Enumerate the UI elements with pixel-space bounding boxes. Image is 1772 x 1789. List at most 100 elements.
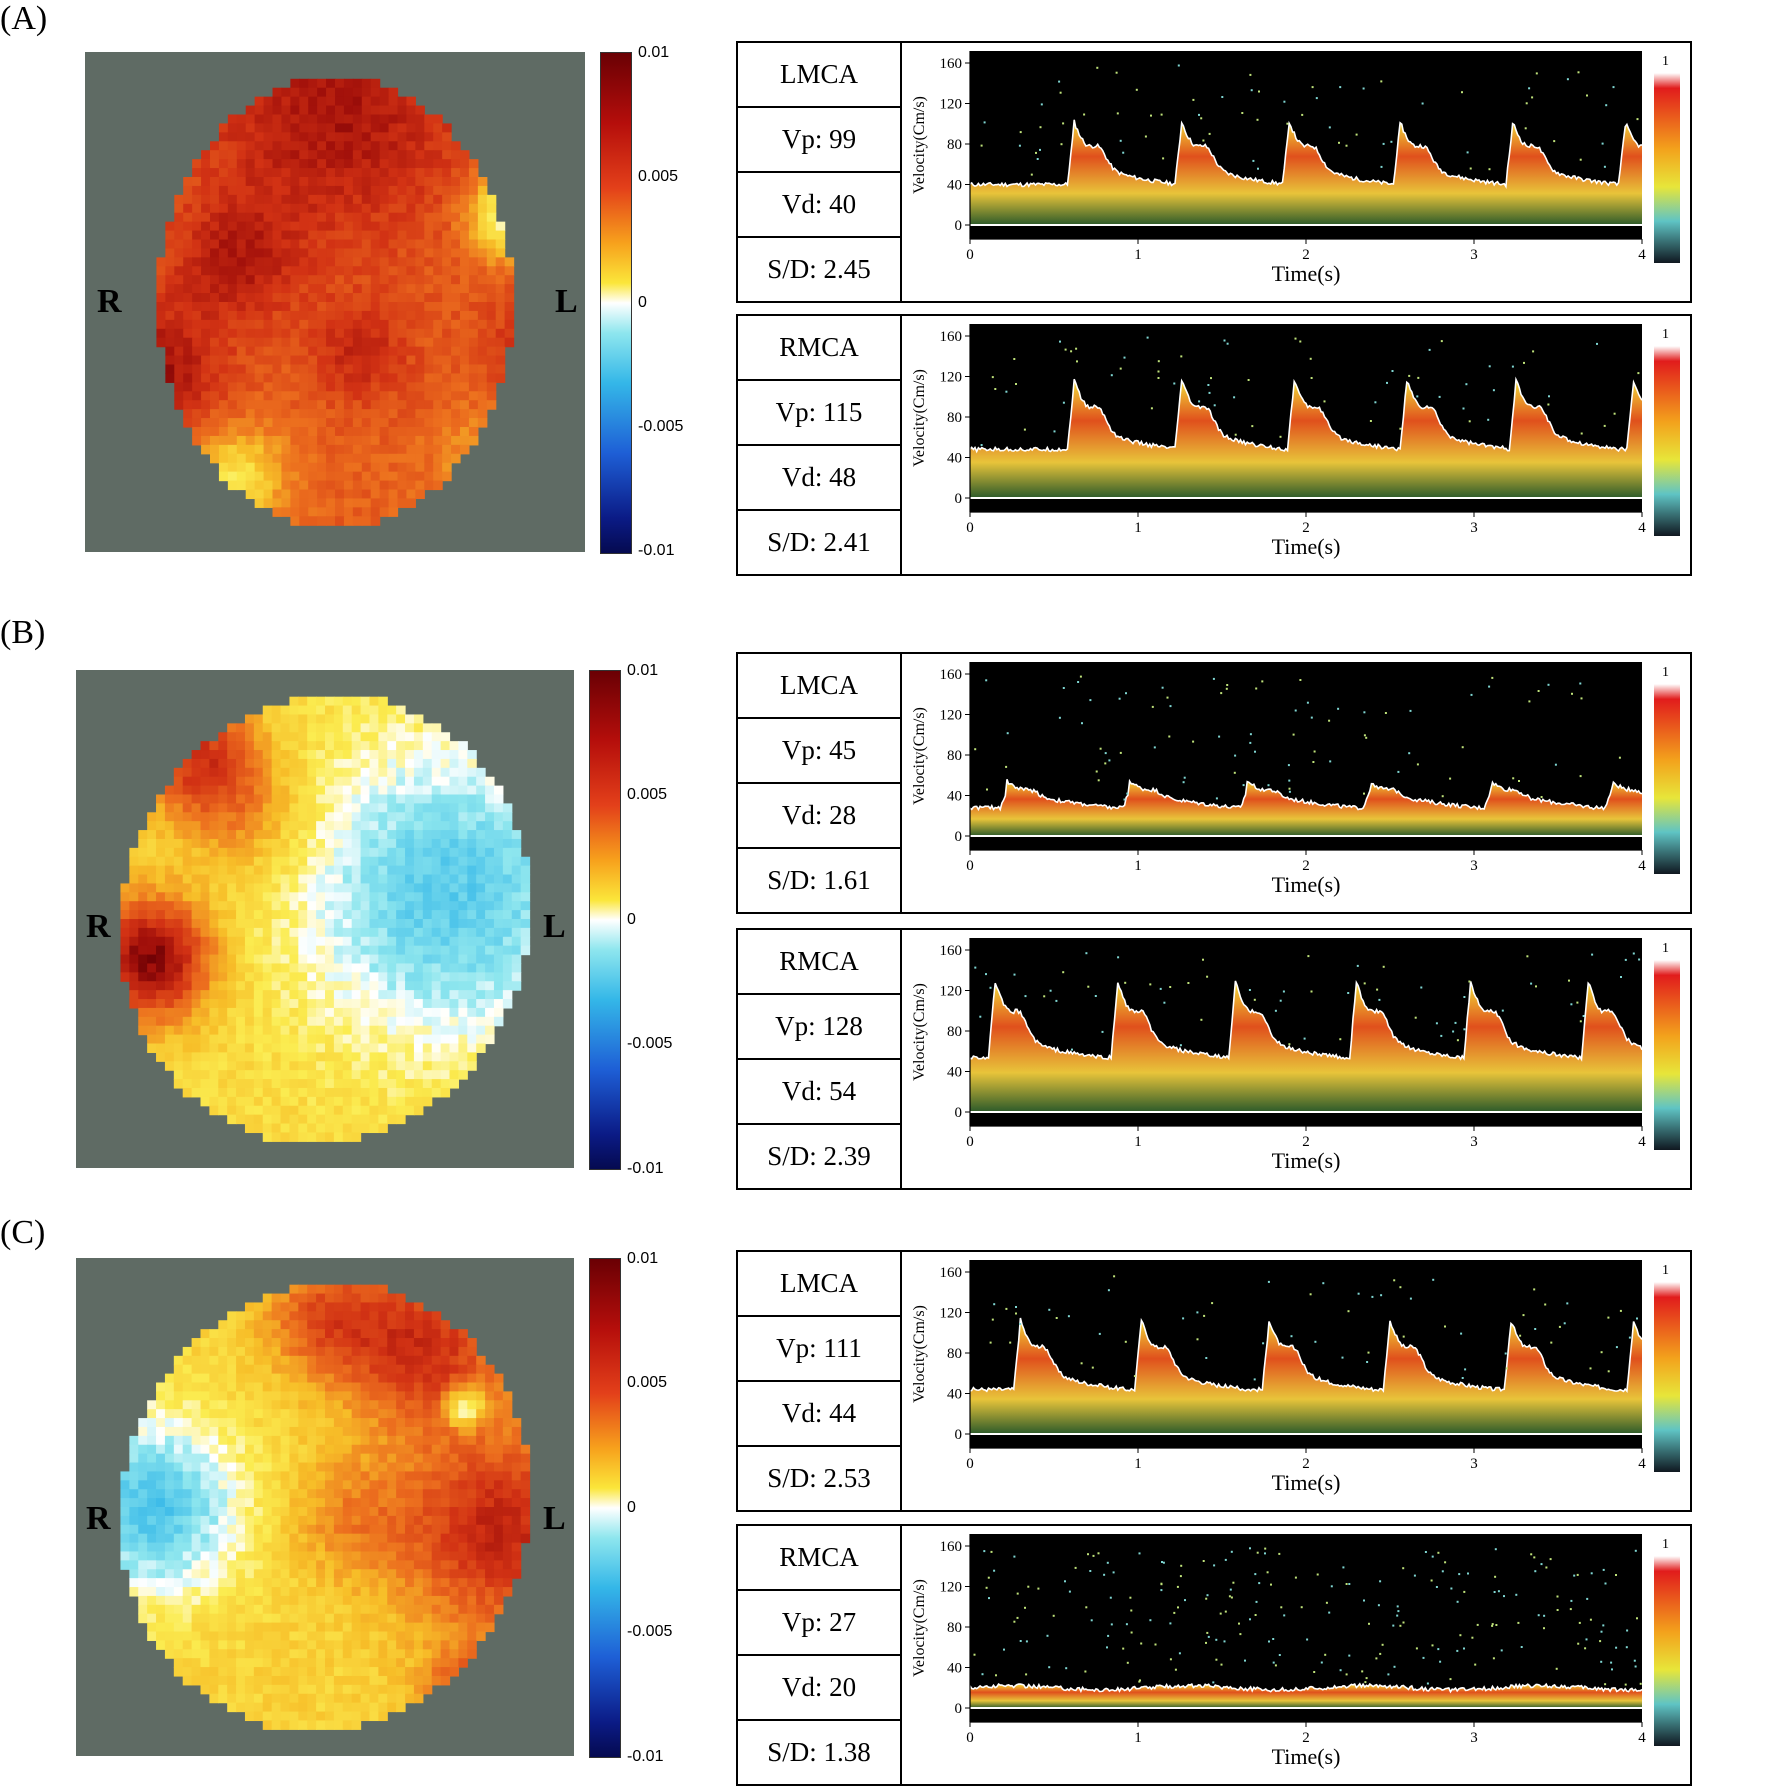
noise-speckle — [1279, 999, 1282, 1002]
eit-pixel — [280, 883, 291, 893]
eit-pixel — [298, 945, 308, 956]
eit-pixel — [325, 758, 335, 769]
eit-pixel — [369, 812, 379, 822]
eit-pixel — [262, 1524, 273, 1535]
eit-pixel — [396, 1293, 406, 1304]
eit-pixel — [173, 1007, 184, 1018]
eit-pixel — [422, 1515, 433, 1526]
eit-pixel — [156, 1444, 166, 1455]
eit-pixel — [271, 1515, 282, 1526]
eit-pixel — [308, 418, 318, 428]
eit-pixel — [343, 471, 354, 482]
eit-pixel — [440, 1382, 451, 1392]
eit-pixel — [486, 310, 497, 321]
noise-speckle — [1391, 370, 1394, 372]
eit-pixel — [460, 302, 470, 312]
eit-pixel — [218, 1052, 228, 1062]
eit-pixel — [467, 972, 477, 982]
eit-pixel — [308, 150, 318, 160]
eit-pixel — [424, 435, 434, 446]
noise-speckle — [1168, 735, 1171, 738]
eit-pixel — [325, 812, 335, 822]
eit-pixel — [236, 239, 247, 250]
y-tick-label: 80 — [947, 748, 962, 764]
eit-pixel — [308, 203, 318, 214]
eit-pixel — [440, 1373, 451, 1384]
eit-pixel — [156, 910, 166, 920]
eit-pixel — [378, 1444, 388, 1455]
eit-pixel — [460, 435, 470, 446]
noise-speckle — [1161, 686, 1164, 689]
eit-pixel — [245, 114, 256, 125]
eit-pixel — [289, 1302, 299, 1312]
eit-pixel — [431, 1480, 442, 1490]
eit-pixel — [351, 1329, 362, 1339]
eit-pixel — [236, 257, 247, 267]
eit-pixel — [272, 489, 283, 500]
eit-pixel — [431, 874, 442, 885]
noise-speckle — [1169, 705, 1172, 708]
eit-pixel — [263, 203, 274, 214]
eit-pixel — [244, 1070, 255, 1080]
eit-pixel — [156, 874, 166, 885]
eit-pixel — [201, 150, 211, 160]
eit-pixel — [458, 945, 468, 956]
eit-pixel — [451, 293, 461, 303]
eit-pixel — [298, 1400, 308, 1410]
eit-pixel — [138, 1435, 148, 1446]
eit-pixel — [317, 114, 327, 125]
eit-pixel — [244, 714, 255, 724]
eit-pixel — [360, 1284, 371, 1295]
eit-pixel — [325, 1489, 335, 1499]
eit-pixel — [308, 364, 318, 375]
eit-pixel — [378, 1043, 388, 1053]
eit-pixel — [316, 990, 326, 1000]
eit-pixel — [227, 945, 237, 956]
eit-pixel — [290, 418, 300, 428]
eit-pixel — [253, 1320, 264, 1330]
eit-pixel — [333, 1498, 344, 1508]
noise-speckle — [1125, 692, 1127, 695]
eit-pixel — [351, 1524, 362, 1535]
eit-pixel — [387, 1320, 397, 1330]
eit-pixel — [201, 275, 211, 285]
eit-pixel — [227, 1364, 237, 1375]
eit-pixel — [271, 1123, 282, 1134]
eit-pixel — [209, 892, 219, 902]
eit-pixel — [335, 462, 345, 473]
eit-pixel — [120, 1515, 130, 1526]
x-tick-label: 4 — [1638, 1134, 1646, 1150]
eit-pixel — [406, 453, 416, 464]
eit-pixel — [253, 830, 264, 840]
eit-pixel — [422, 981, 433, 991]
eit-pixel — [361, 257, 372, 267]
eit-pixel — [209, 883, 219, 893]
eit-pixel — [442, 471, 452, 482]
eit-pixel — [388, 203, 399, 214]
eit-pixel — [210, 284, 220, 294]
eit-pixel — [442, 132, 452, 142]
eit-pixel — [218, 453, 229, 464]
eit-pixel — [458, 1382, 468, 1392]
noise-speckle — [1254, 750, 1256, 753]
eit-pixel — [272, 382, 283, 392]
eit-pixel — [298, 741, 308, 751]
eit-pixel — [387, 1043, 397, 1053]
eit-pixel — [192, 355, 202, 366]
eit-pixel — [218, 936, 228, 947]
eit-pixel — [263, 105, 274, 116]
eit-pixel — [262, 999, 273, 1009]
eit-pixel — [502, 1435, 513, 1446]
eit-pixel — [227, 1329, 237, 1339]
eit-pixel — [379, 382, 390, 392]
eit-pixel — [451, 364, 461, 375]
eit-pixel — [333, 1293, 344, 1304]
noise-speckle — [1535, 985, 1537, 988]
eit-pixel — [307, 1087, 317, 1098]
eit-pixel — [495, 284, 506, 294]
eit-pixel — [218, 427, 229, 437]
eit-pixel — [298, 1542, 308, 1553]
eit-pixel — [299, 168, 309, 178]
eit-pixel — [342, 945, 353, 956]
eit-pixel — [431, 1435, 442, 1446]
